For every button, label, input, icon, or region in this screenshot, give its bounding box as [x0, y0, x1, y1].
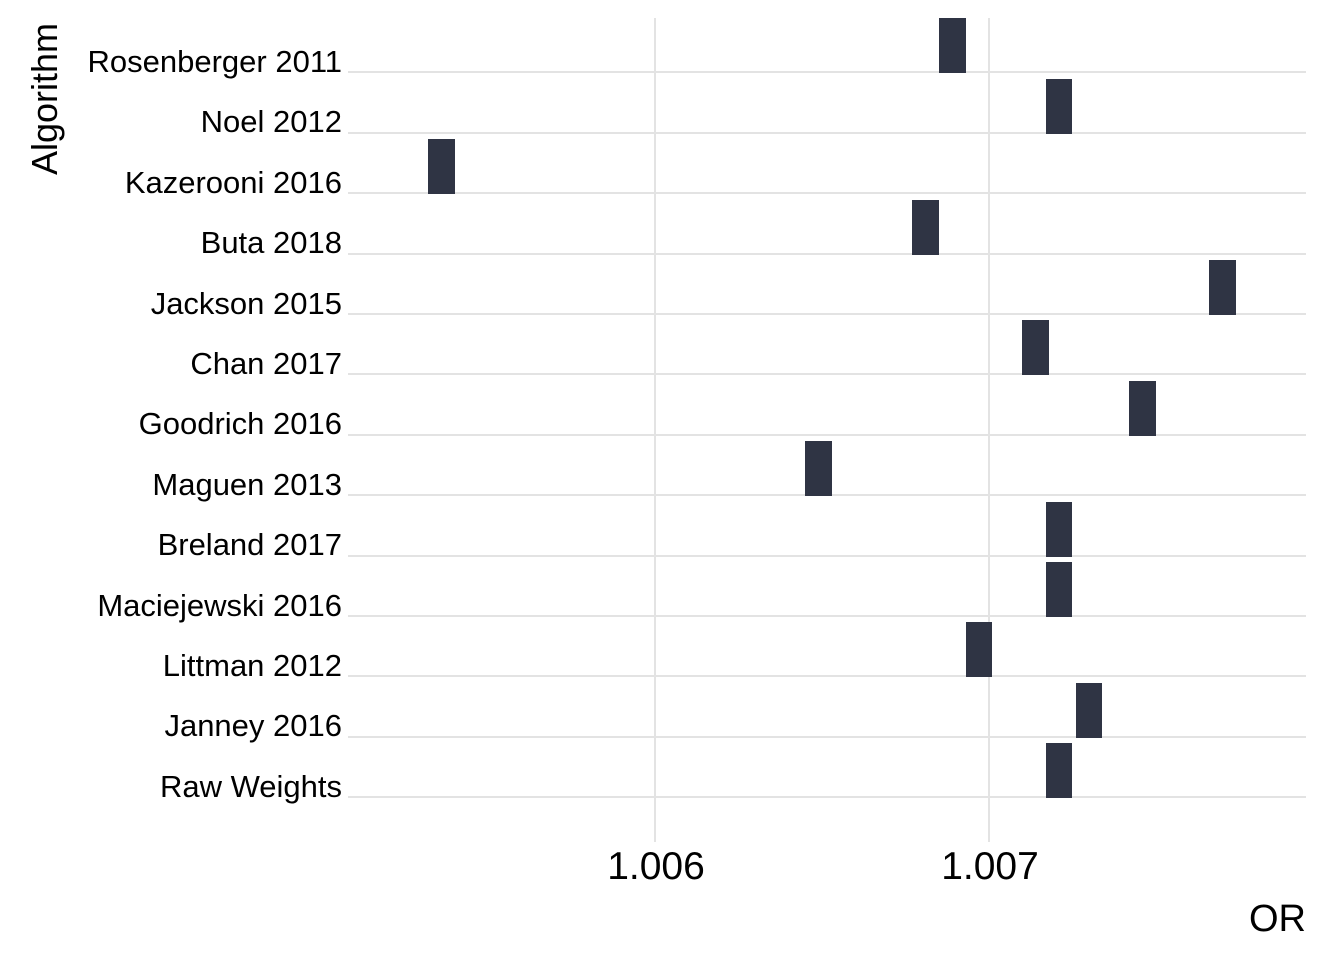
category-gridline	[348, 675, 1306, 678]
x-axis-tick-label: 1.006	[607, 845, 705, 888]
category-gridline	[348, 192, 1306, 195]
y-axis-label: Littman 2012	[162, 647, 342, 683]
category-gridline	[348, 313, 1306, 315]
y-axis-label: Kazerooni 2016	[124, 164, 342, 200]
or-range-bar	[1209, 260, 1237, 315]
y-axis-label: Goodrich 2016	[138, 406, 342, 442]
y-axis-label: Maguen 2013	[152, 466, 342, 502]
or-range-bar	[1075, 682, 1103, 738]
or-range-bar	[965, 622, 993, 678]
or-range-bar	[938, 18, 966, 74]
or-range-bar	[427, 139, 455, 195]
x-axis-tick-label: 1.007	[941, 845, 1039, 888]
y-axis-label: Breland 2017	[157, 527, 342, 563]
x-gridline	[988, 18, 990, 842]
category-gridline	[348, 131, 1306, 134]
or-range-bar	[1022, 320, 1050, 376]
category-gridline	[348, 433, 1306, 436]
category-gridline	[348, 252, 1306, 255]
x-gridline	[654, 18, 656, 842]
or-range-bar	[912, 199, 939, 255]
or-range-bar	[1045, 78, 1073, 134]
category-gridline	[348, 71, 1306, 74]
or-range-bar	[1045, 501, 1073, 557]
y-axis-label: Rosenberger 2011	[87, 43, 343, 79]
or-range-bar	[1045, 562, 1073, 617]
category-gridline	[348, 735, 1306, 738]
category-gridline	[348, 796, 1306, 799]
category-gridline	[348, 554, 1306, 557]
category-gridline	[348, 615, 1306, 617]
y-axis-label: Maciejewski 2016	[97, 587, 342, 623]
y-axis-label: Jackson 2015	[150, 285, 342, 321]
y-axis-label: Chan 2017	[190, 345, 342, 381]
y-axis-label: Janney 2016	[164, 708, 342, 744]
or-range-bar	[805, 441, 832, 497]
or-range-bar	[1045, 743, 1073, 799]
y-axis-label: Noel 2012	[200, 104, 342, 140]
y-axis-label: Raw Weights	[159, 768, 342, 804]
x-axis-title: OR	[1249, 898, 1306, 940]
or-range-bar	[1129, 380, 1156, 436]
y-axis-label: Buta 2018	[200, 225, 342, 261]
category-gridline	[348, 373, 1306, 376]
